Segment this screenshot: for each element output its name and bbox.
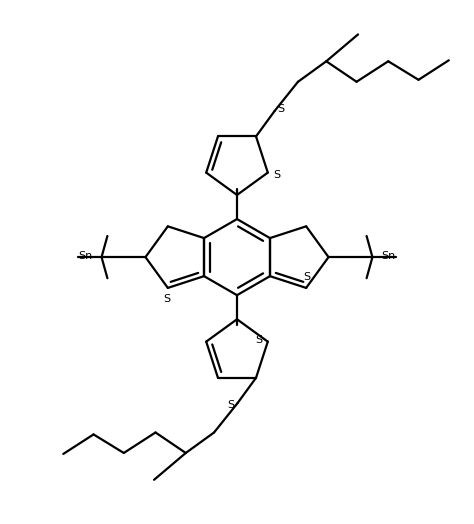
Text: S: S <box>255 335 263 345</box>
Text: S: S <box>273 170 280 180</box>
Text: Sn: Sn <box>381 250 395 260</box>
Text: S: S <box>164 293 171 303</box>
Text: S: S <box>303 272 310 282</box>
Text: S: S <box>228 400 235 410</box>
Text: Sn: Sn <box>79 250 93 260</box>
Text: S: S <box>277 104 284 114</box>
